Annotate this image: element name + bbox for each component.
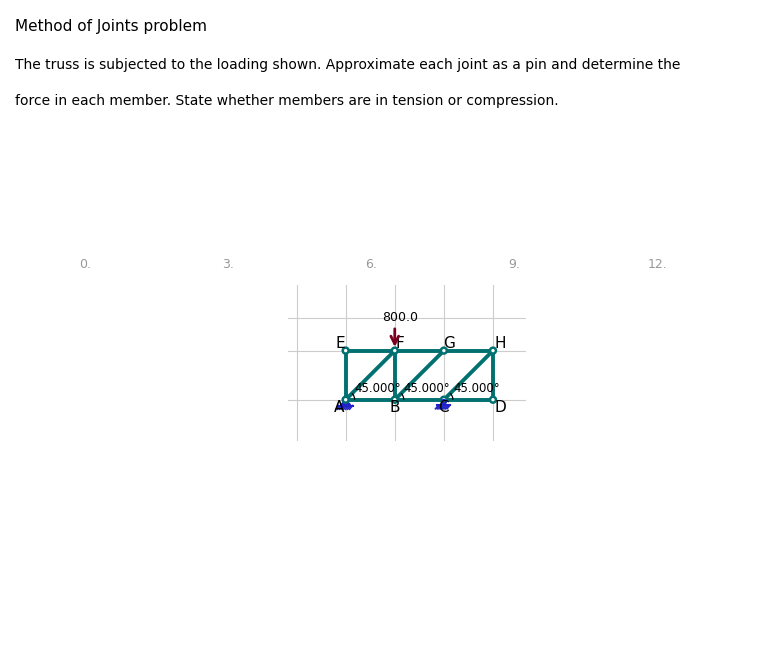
Text: 800.0: 800.0: [382, 310, 418, 323]
Text: B: B: [389, 400, 400, 415]
Circle shape: [343, 348, 349, 354]
Circle shape: [441, 397, 447, 402]
Text: 6.: 6.: [366, 258, 377, 271]
Text: Method of Joints problem: Method of Joints problem: [15, 19, 207, 34]
Text: force in each member. State whether members are in tension or compression.: force in each member. State whether memb…: [15, 94, 559, 108]
Text: 45.000°: 45.000°: [453, 382, 499, 395]
Polygon shape: [341, 400, 350, 405]
Text: 12.: 12.: [647, 258, 667, 271]
Text: G: G: [443, 336, 455, 351]
Text: C: C: [439, 400, 449, 415]
Circle shape: [392, 397, 398, 402]
Circle shape: [441, 348, 447, 354]
Text: 9.: 9.: [508, 258, 520, 271]
Text: 3.: 3.: [223, 258, 234, 271]
Text: E: E: [335, 336, 345, 351]
Circle shape: [392, 348, 398, 354]
Text: A: A: [334, 400, 344, 415]
Text: 45.000°: 45.000°: [404, 382, 450, 395]
Text: 45.000°: 45.000°: [355, 382, 401, 395]
Text: H: H: [495, 336, 506, 351]
Circle shape: [490, 397, 496, 402]
Circle shape: [490, 348, 496, 354]
Circle shape: [343, 397, 349, 402]
Text: D: D: [495, 400, 506, 415]
Text: The truss is subjected to the loading shown. Approximate each joint as a pin and: The truss is subjected to the loading sh…: [15, 58, 680, 73]
Text: F: F: [396, 336, 404, 351]
Text: 0.: 0.: [79, 258, 91, 271]
